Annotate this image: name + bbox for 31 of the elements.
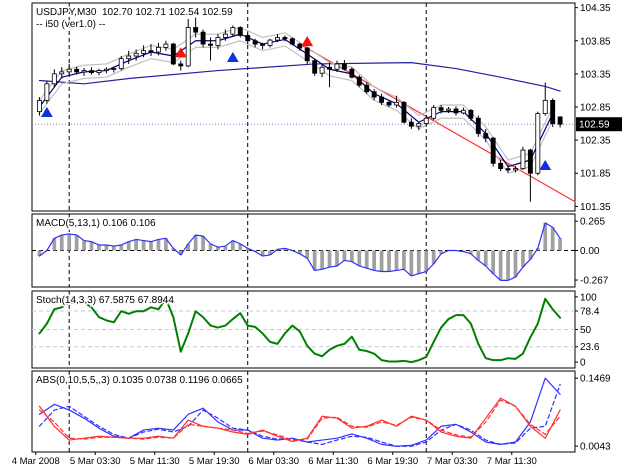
y-tick-label: 101.85 xyxy=(580,168,612,180)
y-tick-label: 0.0043 xyxy=(580,442,612,453)
y-tick-label: 50 xyxy=(580,325,592,336)
y-tick-label: 104.35 xyxy=(580,3,612,14)
x-tick-label: 7 Mar 11:30 xyxy=(486,456,537,467)
x-tick-label: 5 Mar 03:30 xyxy=(70,456,121,467)
x-tick-label: 6 Mar 03:30 xyxy=(248,456,300,467)
chart-title: MACD(5,13,1) 0.106 0.106 xyxy=(36,218,156,229)
y-tick-label: 0.1469 xyxy=(580,374,612,385)
chart-title: ABS(0,10,5,5,,3) 0.1035 0.0738 0.1196 0.0665 xyxy=(36,375,244,386)
y-tick-label: 0.00 xyxy=(580,246,600,257)
y-tick-label: -0.267 xyxy=(580,276,609,287)
y-tick-label: 0.265 xyxy=(580,216,606,228)
x-tick-label: 6 Mar 19:30 xyxy=(367,456,418,467)
y-tick-label: 102.35 xyxy=(580,136,612,147)
x-tick-label: 4 Mar 2008 xyxy=(12,456,60,467)
y-tick-label: 0 xyxy=(580,358,586,369)
text: -- i50 (ver1.0) -- xyxy=(36,19,106,30)
y-tick-label: 102.85 xyxy=(580,102,612,114)
ref-line-label: 102.59 xyxy=(579,120,610,131)
y-tick-label: 23.6 xyxy=(580,342,600,354)
x-tick-label: 5 Mar 11:30 xyxy=(130,456,180,467)
x-tick-label: 6 Mar 11:30 xyxy=(308,456,358,467)
chart-title: USDJPY,M30 102.70 102.71 102.54 102.59 xyxy=(36,7,234,18)
x-tick-label: 5 Mar 19:30 xyxy=(188,456,240,467)
x-tick-label: 7 Mar 03:30 xyxy=(426,456,478,467)
y-tick-label: 103.35 xyxy=(580,69,612,80)
y-tick-label: 103.85 xyxy=(580,36,612,48)
y-tick-label: 101.35 xyxy=(580,202,612,213)
y-tick-label: 100 xyxy=(580,292,598,304)
y-tick-label: 78.4 xyxy=(580,306,600,318)
